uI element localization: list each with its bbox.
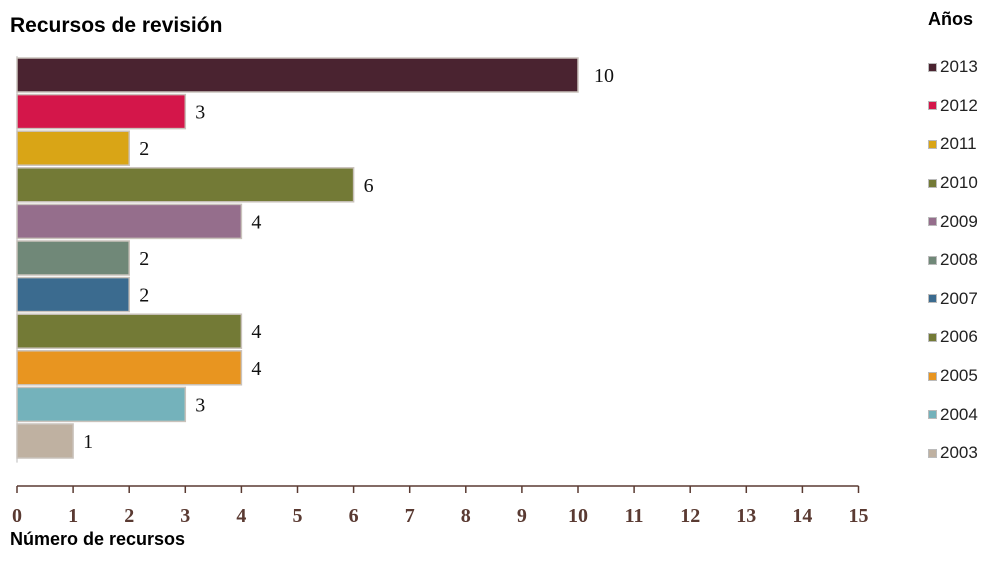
data-label-2013: 10	[594, 65, 614, 87]
x-tick-label-5: 5	[293, 505, 303, 527]
x-tick-label-0: 0	[12, 505, 22, 527]
bar-2008	[16, 240, 130, 276]
legend-swatch	[928, 448, 937, 458]
legend-title: Años	[928, 9, 973, 29]
legend-swatch	[928, 101, 937, 111]
legend-item-2012: 2012	[928, 87, 978, 126]
legend-item-2010: 2010	[928, 164, 978, 203]
legend-swatch	[928, 62, 937, 72]
bar-2005	[16, 350, 243, 386]
data-label-2004: 3	[195, 394, 205, 416]
x-tick-label-7: 7	[405, 505, 415, 527]
legend-swatch	[928, 332, 937, 342]
legend-item-2008: 2008	[928, 241, 978, 280]
legend-swatch	[928, 139, 937, 149]
x-tick-label-12: 12	[680, 505, 700, 527]
legend-item-2003: 2003	[928, 434, 978, 473]
bar-2004	[16, 386, 187, 423]
legend-swatch	[928, 255, 937, 265]
x-tick-label-9: 9	[517, 505, 527, 527]
bar-2009	[16, 203, 243, 240]
bar-2010	[16, 167, 355, 203]
legend-label: 2010	[940, 173, 978, 193]
data-label-2011: 2	[139, 138, 149, 160]
legend-swatch	[928, 410, 937, 420]
bar-2011	[16, 130, 130, 166]
legend-label: 2008	[940, 250, 978, 270]
legend-swatch	[928, 371, 937, 381]
bar-2012	[16, 93, 187, 130]
bar-2007	[16, 276, 130, 313]
x-tick-label-4: 4	[236, 505, 246, 527]
data-label-2007: 2	[139, 285, 149, 307]
legend-label: 2005	[940, 366, 978, 386]
bar-2013	[16, 57, 579, 93]
x-tick-label-13: 13	[736, 505, 756, 527]
legend-item-2005: 2005	[928, 357, 978, 396]
legend-label: 2004	[940, 404, 978, 424]
x-tick-label-11: 11	[625, 505, 644, 527]
legend-item-2006: 2006	[928, 318, 978, 357]
legend-label: 2013	[940, 57, 978, 77]
data-label-2005: 4	[251, 358, 261, 380]
legend-swatch	[928, 294, 937, 304]
legend-label: 2009	[940, 211, 978, 231]
x-tick-label-3: 3	[180, 505, 190, 527]
x-tick-label-1: 1	[68, 505, 78, 527]
chart-title: Recursos de revisión	[10, 14, 223, 37]
legend-item-2013: 2013	[928, 48, 978, 87]
legend-swatch	[928, 178, 937, 188]
x-tick-label-10: 10	[568, 505, 588, 527]
x-tick-label-8: 8	[461, 505, 471, 527]
legend-item-2007: 2007	[928, 280, 978, 319]
legend-swatch	[928, 217, 937, 227]
x-tick-label-15: 15	[849, 505, 869, 527]
data-label-2009: 4	[251, 211, 261, 233]
legend-item-2004: 2004	[928, 395, 978, 434]
bar-2003	[16, 423, 74, 459]
legend-label: 2007	[940, 288, 978, 308]
data-label-2012: 3	[195, 102, 205, 124]
legend-label: 2011	[940, 134, 977, 154]
legend: 2013 2012 2011 2010 2009 2008 2007 2006 2005 2004…	[928, 48, 978, 473]
bar-2006	[16, 313, 243, 349]
x-tick-label-6: 6	[349, 505, 359, 527]
legend-label: 2012	[940, 95, 978, 115]
legend-item-2009: 2009	[928, 202, 978, 241]
data-label-2003: 1	[83, 431, 93, 453]
x-tick-label-2: 2	[124, 505, 134, 527]
data-label-2010: 6	[364, 175, 374, 197]
data-label-2008: 2	[139, 248, 149, 270]
x-axis-label: Número de recursos	[10, 529, 186, 549]
legend-label: 2003	[940, 443, 978, 463]
x-tick-label-14: 14	[792, 505, 812, 527]
legend-label: 2006	[940, 327, 978, 347]
legend-item-2011: 2011	[928, 125, 978, 164]
data-label-2006: 4	[251, 321, 261, 343]
